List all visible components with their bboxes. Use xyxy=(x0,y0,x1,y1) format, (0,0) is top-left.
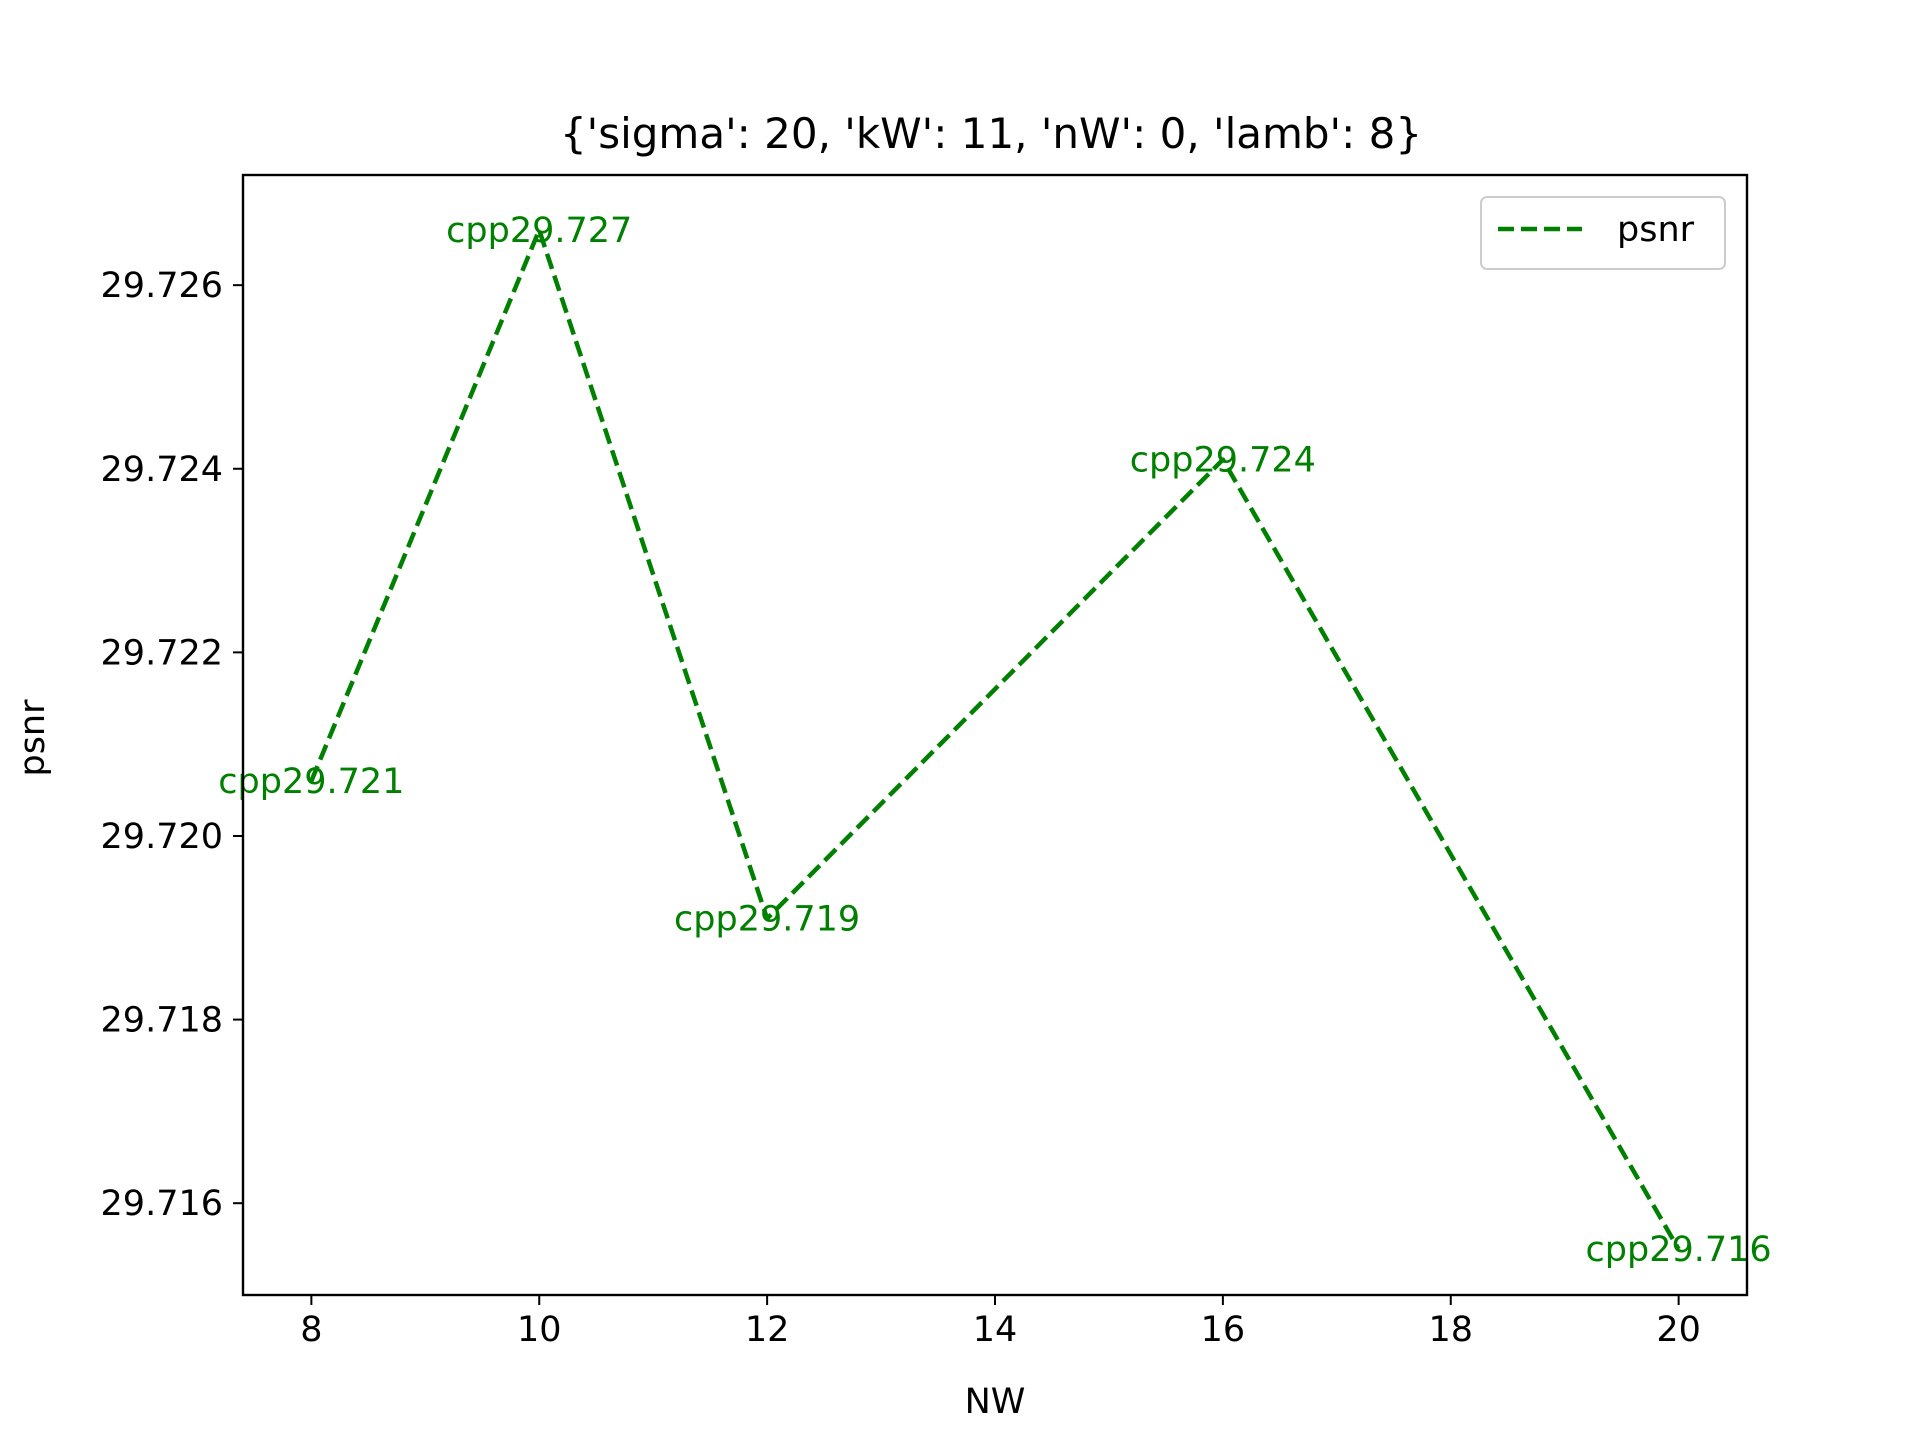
y-axis-label: psnr xyxy=(13,699,53,777)
plot-area: cpp29.721 cpp29.727 cpp29.719 cpp29.724 cpp2… xyxy=(218,211,1771,1270)
data-label: cpp29.719 xyxy=(674,900,860,940)
legend-box xyxy=(1480,196,1726,270)
legend: psnr xyxy=(1480,196,1726,270)
x-tick-label: 12 xyxy=(745,1310,790,1350)
x-tick-label: 16 xyxy=(1201,1310,1246,1350)
y-tick-label: 29.722 xyxy=(101,633,223,673)
x-tick-label: 20 xyxy=(1656,1310,1701,1350)
y-tick-label: 29.726 xyxy=(101,266,223,306)
series-line-psnr xyxy=(309,227,1681,1251)
y-axis: 29.716 29.718 29.720 29.722 29.724 29.726 xyxy=(101,266,243,1224)
legend-label-psnr: psnr xyxy=(1617,210,1695,250)
data-label: cpp29.716 xyxy=(1586,1230,1772,1270)
y-tick-label: 29.718 xyxy=(101,1001,223,1041)
y-tick-label: 29.716 xyxy=(101,1184,223,1224)
y-tick-label: 29.720 xyxy=(101,817,223,857)
chart-title: {'sigma': 20, 'kW': 11, 'nW': 0, 'lamb':… xyxy=(560,109,1422,158)
x-tick-label: 18 xyxy=(1428,1310,1473,1350)
x-tick-label: 8 xyxy=(300,1310,322,1350)
y-tick-label: 29.724 xyxy=(101,450,223,490)
data-label: cpp29.721 xyxy=(218,762,404,802)
x-axis: 8 10 12 14 16 18 20 xyxy=(300,1295,1701,1350)
x-tick-label: 10 xyxy=(517,1310,562,1350)
data-label: cpp29.724 xyxy=(1130,441,1316,481)
x-axis-label: NW xyxy=(965,1382,1026,1422)
x-tick-label: 14 xyxy=(973,1310,1018,1350)
data-label: cpp29.727 xyxy=(446,211,632,251)
